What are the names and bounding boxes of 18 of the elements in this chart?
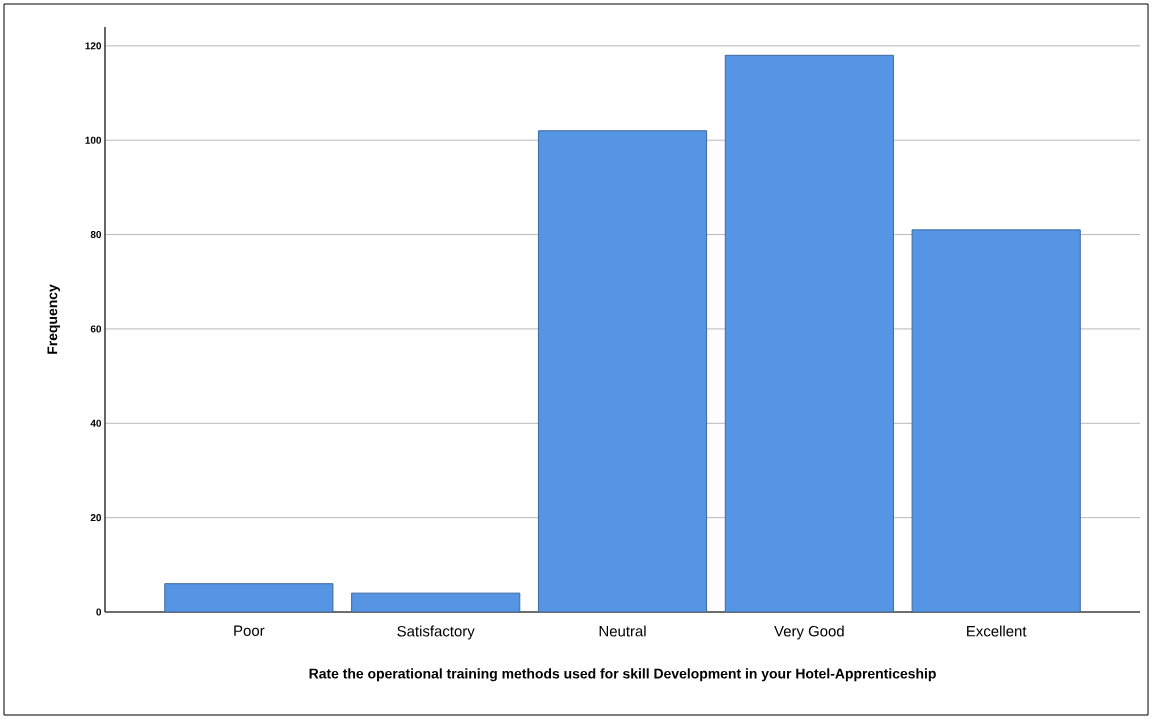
x-tick-label: Poor: [234, 625, 265, 636]
y-tick-label: 120: [85, 42, 102, 50]
y-tick-label: 60: [90, 325, 102, 333]
bar: [164, 583, 334, 612]
x-tick-label: Very Good: [774, 625, 844, 640]
y-tick-label: 0: [96, 608, 102, 616]
y-tick-label: 20: [90, 514, 102, 522]
bar: [537, 130, 708, 612]
y-tick-label: 40: [90, 419, 102, 427]
bar: [911, 229, 1081, 612]
x-axis-title: Rate the operational training methods used for skill Development in your Hotel-Apprenticeship: [309, 668, 936, 682]
bar: [724, 54, 894, 612]
x-tick-label: Satisfactory: [397, 625, 475, 640]
y-axis-title: Frequency: [47, 284, 61, 354]
x-tick-label: Excellent: [967, 625, 1027, 637]
y-tick-label: 100: [85, 136, 102, 144]
y-tick-label: 80: [90, 231, 102, 239]
x-tick-label: Neutral: [599, 625, 646, 637]
